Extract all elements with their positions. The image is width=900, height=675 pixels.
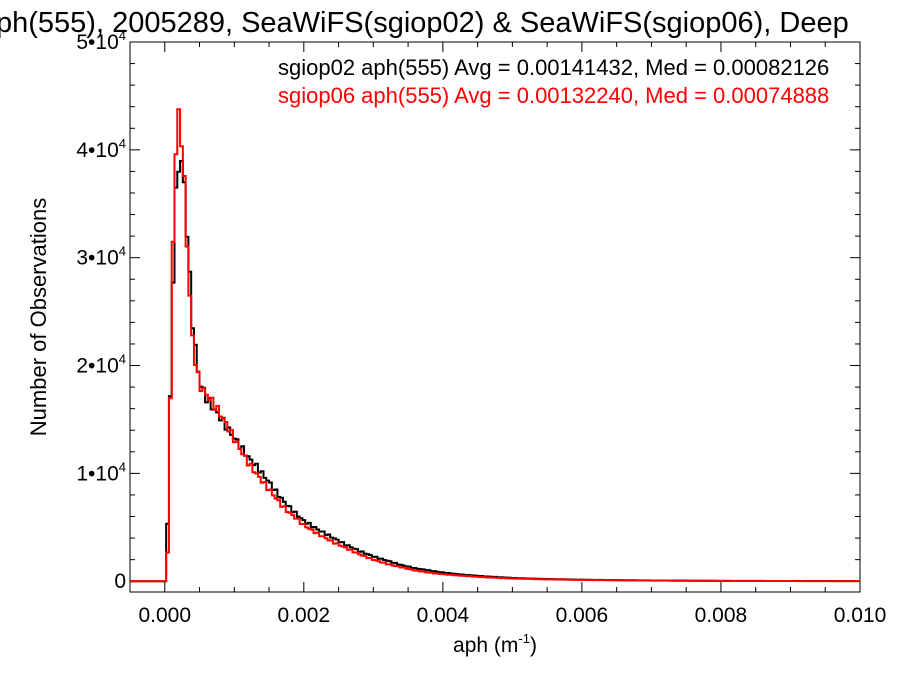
- plot-frame: [129, 41, 861, 593]
- x-tick: 0.002: [278, 42, 331, 627]
- x-axis-label-main: aph (m: [453, 634, 518, 657]
- series-layer: [130, 108, 860, 583]
- y-tick: 5•104: [76, 28, 860, 54]
- series-sgiop06-line: [130, 108, 860, 583]
- x-axis-label: aph (m-1): [453, 631, 537, 657]
- y-tick-label: 0: [114, 570, 126, 593]
- y-tick-label-exponent: 4: [119, 352, 126, 367]
- x-tick-label: 0.000: [138, 604, 191, 627]
- x-axis-label-sup: -1: [518, 631, 530, 646]
- y-tick: 3•104: [76, 244, 860, 270]
- y-tick-label-mantissa: 4•10: [76, 139, 118, 162]
- y-tick-label-mantissa: 1•10: [76, 462, 118, 485]
- y-axis-label: Number of Observations: [26, 198, 51, 436]
- y-tick-label-mantissa: 3•10: [76, 247, 118, 270]
- x-tick-label: 0.010: [834, 604, 887, 627]
- y-tick-label: 4•104: [76, 136, 126, 162]
- x-tick: 0.008: [695, 42, 748, 627]
- x-tick-label: 0.002: [278, 604, 331, 627]
- y-tick-label-exponent: 4: [119, 459, 126, 474]
- y-tick-label-exponent: 4: [119, 28, 126, 43]
- y-tick-label: 3•104: [76, 244, 126, 270]
- y-tick-label: 5•104: [76, 28, 126, 54]
- x-axis-label-tail: ): [530, 634, 537, 657]
- y-tick-label-mantissa: 0: [114, 570, 126, 593]
- y-tick: 1•104: [76, 459, 860, 485]
- y-tick: 4•104: [76, 136, 860, 162]
- y-tick-label: 2•104: [76, 352, 126, 378]
- y-tick: 2•104: [76, 352, 860, 378]
- y-tick-label-mantissa: 5•10: [76, 31, 118, 54]
- annotation-sgiop06: sgiop06 aph(555) Avg = 0.00132240, Med =…: [278, 83, 829, 108]
- x-tick: 0.010: [834, 42, 887, 627]
- y-tick-label-exponent: 4: [119, 244, 126, 259]
- x-tick-label: 0.004: [417, 604, 470, 627]
- y-tick-label-exponent: 4: [119, 136, 126, 151]
- x-tick: 0.006: [556, 42, 609, 627]
- x-axis-ticks: 0.000 0.002 0.004 0.006 0.008 0.010: [138, 42, 886, 627]
- chart-title: ph(555), 2005289, SeaWiFS(sgiop02) & Sea…: [0, 7, 849, 39]
- y-tick-label: 1•104: [76, 459, 126, 485]
- x-tick-label: 0.008: [695, 604, 748, 627]
- y-tick-label-mantissa: 2•10: [76, 355, 118, 378]
- x-tick: 0.004: [417, 42, 470, 627]
- x-tick: 0.000: [138, 42, 191, 627]
- x-tick-label: 0.006: [556, 604, 609, 627]
- annotation-sgiop02: sgiop02 aph(555) Avg = 0.00141432, Med =…: [278, 55, 829, 80]
